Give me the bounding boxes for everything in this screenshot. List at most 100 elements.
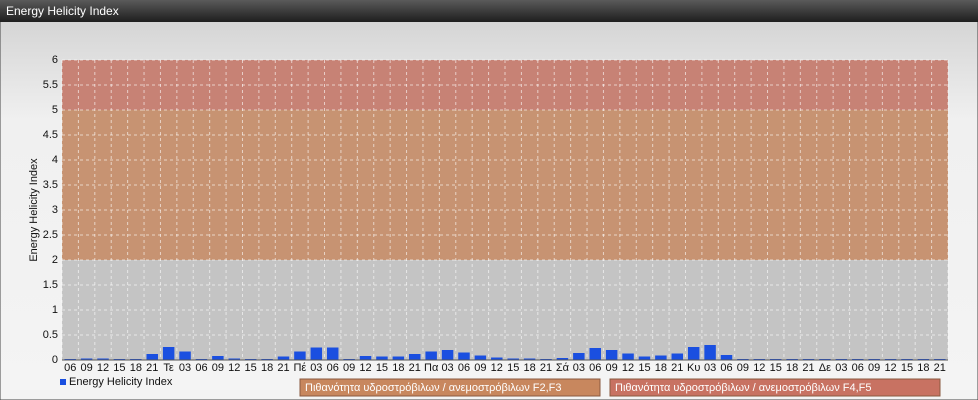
x-tick-label: 06 — [64, 362, 76, 374]
x-tick-label: 15 — [770, 362, 782, 374]
bar — [458, 352, 470, 360]
y-tick-label: 5.5 — [43, 79, 58, 91]
x-tick-label: 06 — [852, 362, 864, 374]
bar — [179, 351, 191, 360]
x-tick-label: 03 — [310, 362, 322, 374]
bar — [146, 354, 158, 360]
bar — [704, 345, 716, 360]
bar — [376, 356, 388, 360]
y-tick-label: 0 — [52, 354, 58, 366]
x-tick-label: 15 — [638, 362, 650, 374]
bar — [277, 356, 290, 360]
x-tick-label: 21 — [671, 362, 683, 374]
bar — [359, 356, 372, 360]
y-tick-label: 2 — [52, 254, 58, 266]
legend-box — [299, 378, 601, 397]
x-tick-label: Πέ — [293, 362, 306, 374]
x-tick-label: 03 — [179, 362, 191, 374]
x-tick-label: 06 — [327, 362, 339, 374]
x-tick-label: 12 — [753, 362, 765, 374]
y-tick-label: 5 — [52, 104, 58, 116]
bar — [671, 353, 684, 360]
x-tick-label: Πα — [424, 362, 439, 374]
y-tick-label: 0.5 — [43, 329, 58, 341]
x-tick-label: 03 — [573, 362, 585, 374]
x-tick-label: 18 — [261, 362, 273, 374]
x-tick-label: 21 — [540, 362, 552, 374]
x-tick-label: 15 — [507, 362, 519, 374]
x-tick-label: 21 — [277, 362, 289, 374]
x-tick-label: 21 — [146, 362, 158, 374]
x-tick-label: 15 — [376, 362, 388, 374]
x-tick-label: 21 — [802, 362, 814, 374]
x-tick-label: 12 — [97, 362, 109, 374]
y-tick-label: 1.5 — [43, 279, 58, 291]
bar — [622, 353, 634, 360]
x-tick-label: 21 — [934, 362, 946, 374]
bar — [441, 350, 454, 360]
x-tick-label: 21 — [409, 362, 421, 374]
title-bar — [0, 0, 978, 22]
bar — [326, 347, 339, 360]
bar — [655, 355, 667, 360]
bar — [212, 356, 224, 360]
x-tick-label: 12 — [884, 362, 896, 374]
x-tick-label: 09 — [474, 362, 486, 374]
y-tick-label: 3.5 — [43, 179, 58, 191]
x-tick-label: 09 — [868, 362, 880, 374]
x-tick-label: 18 — [655, 362, 667, 374]
bar — [80, 358, 93, 360]
x-tick-label: 18 — [786, 362, 798, 374]
x-tick-label: 09 — [343, 362, 355, 374]
y-tick-label: 6 — [52, 54, 58, 66]
y-tick-label: 3 — [52, 204, 58, 216]
x-tick-label: Σά — [556, 362, 570, 374]
bar — [507, 358, 519, 360]
legend-box — [609, 378, 941, 397]
x-tick-label: 03 — [835, 362, 847, 374]
bar — [605, 350, 618, 360]
y-tick-label: 4.5 — [43, 129, 58, 141]
x-tick-label: 09 — [80, 362, 92, 374]
bar — [523, 358, 536, 360]
x-tick-label: 06 — [195, 362, 207, 374]
x-tick-label: 18 — [392, 362, 404, 374]
x-tick-label: Τε — [163, 362, 174, 374]
window-title: Energy Helicity Index — [6, 4, 119, 18]
bar — [97, 358, 109, 360]
y-tick-label: 2.5 — [43, 229, 58, 241]
x-tick-label: 03 — [441, 362, 453, 374]
bar — [687, 347, 700, 360]
legend-label: Energy Helicity Index — [69, 376, 173, 388]
x-tick-label: 18 — [917, 362, 929, 374]
bar — [474, 355, 487, 360]
x-tick-label: 12 — [359, 362, 371, 374]
x-tick-label: 15 — [113, 362, 125, 374]
y-tick-label: 1 — [52, 304, 58, 316]
bar — [491, 357, 503, 360]
bar — [228, 358, 241, 360]
bar — [556, 358, 569, 360]
bar — [294, 351, 306, 360]
x-tick-label: Κυ — [687, 362, 700, 374]
x-tick-label: 12 — [622, 362, 634, 374]
x-tick-label: 12 — [491, 362, 503, 374]
x-tick-label: 12 — [228, 362, 240, 374]
bar — [392, 356, 405, 360]
y-tick-label: 4 — [52, 154, 58, 166]
x-tick-label: 03 — [704, 362, 716, 374]
x-tick-label: 06 — [589, 362, 601, 374]
x-tick-label: 15 — [245, 362, 257, 374]
legend-label: Πιθανότητα υδροστρόβιλων / ανεμοστρόβιλω… — [305, 382, 562, 394]
bar — [720, 355, 733, 360]
x-tick-label: 15 — [901, 362, 913, 374]
bar — [425, 351, 437, 360]
x-tick-label: 09 — [737, 362, 749, 374]
x-tick-label: 09 — [606, 362, 618, 374]
bar — [638, 356, 651, 360]
x-tick-label: Δε — [819, 362, 831, 374]
bar — [162, 347, 175, 360]
x-tick-label: 06 — [458, 362, 470, 374]
bar — [310, 347, 323, 360]
